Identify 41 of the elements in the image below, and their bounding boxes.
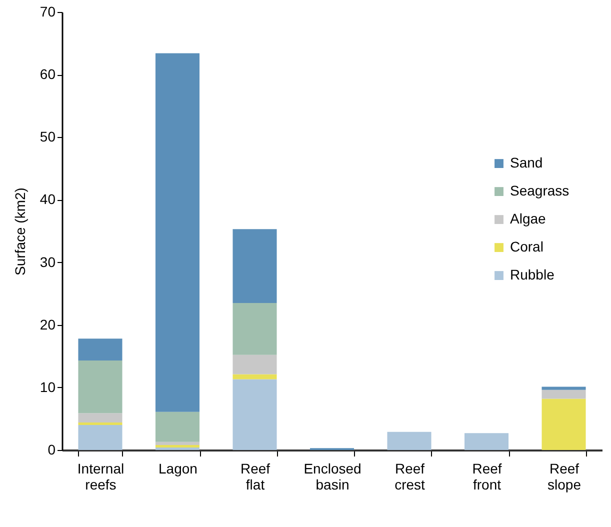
bar — [464, 433, 509, 450]
x-tick-label: Internal reefs — [77, 460, 124, 492]
bar — [232, 379, 277, 450]
x-tick-label: Reef front — [472, 460, 502, 492]
x-tick-label: Reef slope — [548, 460, 582, 492]
bar — [155, 412, 200, 442]
bar — [542, 386, 586, 390]
legend-label: Coral — [510, 238, 544, 255]
y-tick-label: 0 — [48, 442, 56, 458]
y-tick-label: 30 — [40, 254, 56, 270]
bar — [155, 447, 200, 450]
bar — [232, 229, 277, 303]
bar — [155, 442, 200, 445]
bar — [78, 422, 122, 425]
y-tick-label: 20 — [40, 316, 56, 332]
y-tick-label: 40 — [40, 191, 56, 208]
bar — [78, 360, 122, 414]
bar — [232, 354, 277, 374]
y-tick-label: 10 — [40, 378, 56, 395]
bar — [232, 374, 277, 380]
y-tick-label: 70 — [40, 4, 56, 20]
bar — [78, 413, 122, 422]
bar — [78, 338, 122, 361]
x-tick-label: Enclosed basin — [304, 460, 362, 492]
bar — [155, 53, 200, 412]
x-tick-label: Lagon — [158, 460, 198, 476]
bar — [78, 424, 122, 450]
x-tick-label: Reef crest — [394, 460, 426, 492]
bar — [542, 390, 586, 399]
legend-label: Algae — [510, 210, 546, 227]
bar — [232, 302, 277, 355]
legend-label: Sand — [510, 154, 543, 171]
bar — [542, 398, 586, 450]
bar — [155, 444, 200, 448]
x-tick-label: Reef flat — [240, 460, 270, 492]
y-tick-label: 60 — [40, 66, 56, 82]
y-tick-label: 50 — [40, 128, 56, 145]
y-axis-title: Surface (km2) — [12, 188, 28, 276]
legend-label: Seagrass — [510, 182, 570, 199]
legend-label: Rubble — [510, 266, 555, 283]
bar — [387, 432, 432, 450]
